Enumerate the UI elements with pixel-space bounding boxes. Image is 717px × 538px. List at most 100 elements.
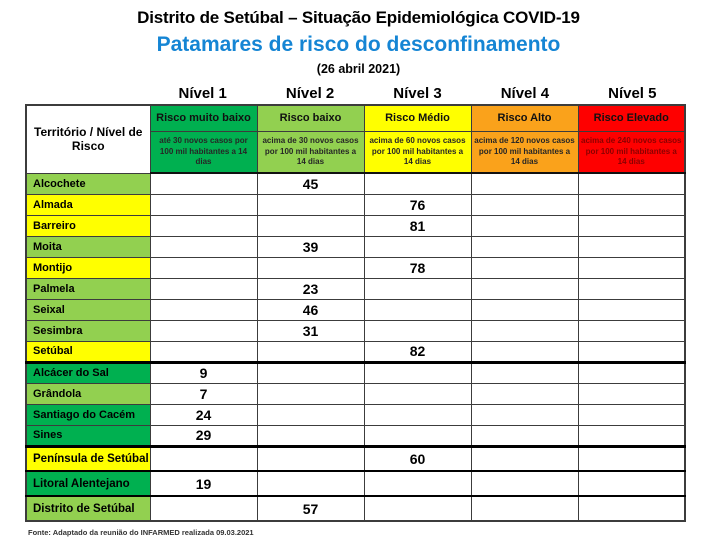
risk-name-3: Risco Médio bbox=[363, 104, 472, 132]
territory-label: Santiago do Cacém bbox=[25, 403, 151, 426]
value-cell bbox=[470, 235, 579, 258]
value-cell bbox=[577, 445, 686, 472]
value-cell bbox=[470, 340, 579, 364]
value-cell bbox=[577, 277, 686, 300]
value-cell bbox=[363, 403, 472, 426]
risk-table: Território / Nível de Risco Risco muito … bbox=[25, 104, 686, 522]
risk-name-row: Território / Nível de Risco Risco muito … bbox=[25, 104, 686, 174]
page-subtitle: Patamares de risco do desconfinamento bbox=[156, 33, 561, 56]
value-cell bbox=[149, 298, 258, 321]
value-cell bbox=[256, 361, 365, 384]
risk-desc-3: acima de 60 novos casos por 100 mil habi… bbox=[363, 130, 472, 174]
value-cell bbox=[577, 256, 686, 279]
value-cell: 57 bbox=[256, 495, 365, 522]
value-cell bbox=[470, 193, 579, 216]
corner-header: Território / Nível de Risco bbox=[25, 104, 151, 174]
value-cell bbox=[363, 424, 472, 448]
value-cell bbox=[149, 193, 258, 216]
value-cell: 7 bbox=[149, 382, 258, 405]
table-row-grandola: Grândola 7 bbox=[25, 382, 686, 405]
value-cell: 76 bbox=[363, 193, 472, 216]
value-cell bbox=[256, 256, 365, 279]
value-cell bbox=[363, 172, 472, 195]
value-cell bbox=[470, 403, 579, 426]
territory-label: Montijo bbox=[25, 256, 151, 279]
value-cell bbox=[577, 298, 686, 321]
risk-name-4: Risco Alto bbox=[470, 104, 579, 132]
value-cell bbox=[363, 382, 472, 405]
value-cell bbox=[256, 214, 365, 237]
table-row-seixal: Seixal 46 bbox=[25, 298, 686, 321]
table-row-alcacer-do-sal: Alcácer do Sal 9 bbox=[25, 361, 686, 384]
value-cell bbox=[363, 298, 472, 321]
territory-label: Moita bbox=[25, 235, 151, 258]
table-row-sines: Sines 29 bbox=[25, 424, 686, 448]
value-cell bbox=[149, 214, 258, 237]
level-label-2: Nível 2 bbox=[285, 85, 335, 102]
value-cell bbox=[577, 470, 686, 497]
value-cell bbox=[470, 172, 579, 195]
value-cell: 60 bbox=[363, 445, 472, 472]
value-cell: 78 bbox=[363, 256, 472, 279]
value-cell bbox=[256, 193, 365, 216]
value-cell bbox=[363, 277, 472, 300]
value-cell bbox=[363, 319, 472, 342]
territory-label: Almada bbox=[25, 193, 151, 216]
page-title: Distrito de Setúbal – Situação Epidemiol… bbox=[137, 8, 580, 27]
territory-label: Alcochete bbox=[25, 172, 151, 195]
value-cell bbox=[470, 495, 579, 522]
value-cell bbox=[577, 340, 686, 364]
value-cell bbox=[470, 470, 579, 497]
value-cell: 24 bbox=[149, 403, 258, 426]
value-cell bbox=[256, 382, 365, 405]
table-row-setubal: Setúbal 82 bbox=[25, 340, 686, 364]
value-cell bbox=[577, 403, 686, 426]
value-cell bbox=[256, 470, 365, 497]
table-row-palmela: Palmela 23 bbox=[25, 277, 686, 300]
value-cell: 46 bbox=[256, 298, 365, 321]
value-cell bbox=[149, 340, 258, 364]
table-row-moita: Moita 39 bbox=[25, 235, 686, 258]
value-cell bbox=[363, 470, 472, 497]
level-label-5: Nível 5 bbox=[608, 85, 657, 102]
value-cell bbox=[470, 424, 579, 448]
risk-name-5: Risco Elevado bbox=[577, 104, 686, 132]
value-cell bbox=[577, 361, 686, 384]
value-cell bbox=[577, 495, 686, 522]
source-note: Fonte: Adaptado da reunião do INFARMED r… bbox=[28, 528, 254, 537]
value-cell bbox=[577, 319, 686, 342]
territory-label: Sines bbox=[25, 424, 151, 448]
value-cell bbox=[470, 277, 579, 300]
value-cell bbox=[363, 235, 472, 258]
value-cell bbox=[149, 277, 258, 300]
risk-name-1: Risco muito baixo bbox=[149, 104, 258, 132]
territory-label: Península de Setúbal bbox=[25, 445, 151, 472]
value-cell bbox=[149, 445, 258, 472]
risk-desc-1: até 30 novos casos por 100 mil habitante… bbox=[149, 130, 258, 174]
value-cell bbox=[149, 235, 258, 258]
table-row-peninsula-de-setubal: Península de Setúbal 60 bbox=[25, 445, 686, 472]
risk-desc-4: acima de 120 novos casos por 100 mil hab… bbox=[470, 130, 579, 174]
value-cell: 23 bbox=[256, 277, 365, 300]
table-row-sesimbra: Sesimbra 31 bbox=[25, 319, 686, 342]
level-label-3: Nível 3 bbox=[393, 85, 442, 102]
risk-name-2: Risco baixo bbox=[256, 104, 365, 132]
level-header-spacer bbox=[25, 85, 149, 102]
value-cell bbox=[256, 403, 365, 426]
value-cell bbox=[577, 214, 686, 237]
value-cell bbox=[470, 214, 579, 237]
value-cell bbox=[577, 424, 686, 448]
risk-desc-2: acima de 30 novos casos por 100 mil habi… bbox=[256, 130, 365, 174]
value-cell bbox=[256, 340, 365, 364]
value-cell bbox=[470, 382, 579, 405]
date-label: (26 abril 2021) bbox=[316, 62, 401, 76]
value-cell: 39 bbox=[256, 235, 365, 258]
territory-label: Litoral Alentejano bbox=[25, 470, 151, 497]
value-cell bbox=[470, 298, 579, 321]
value-cell: 19 bbox=[149, 470, 258, 497]
value-cell: 29 bbox=[149, 424, 258, 448]
territory-label: Alcácer do Sal bbox=[25, 361, 151, 384]
risk-description-row: até 30 novos casos por 100 mil habitante… bbox=[26, 130, 686, 174]
value-cell bbox=[256, 424, 365, 448]
